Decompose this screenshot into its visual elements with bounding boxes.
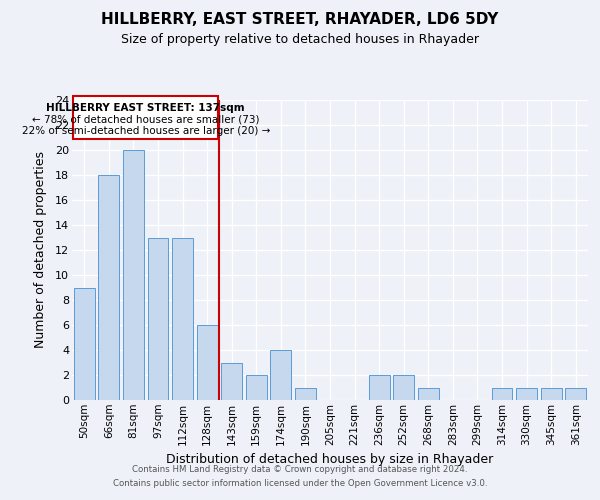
FancyBboxPatch shape — [73, 96, 218, 138]
Bar — [172, 238, 193, 400]
Bar — [123, 150, 144, 400]
Bar — [541, 388, 562, 400]
Bar — [418, 388, 439, 400]
Text: HILLBERRY, EAST STREET, RHAYADER, LD6 5DY: HILLBERRY, EAST STREET, RHAYADER, LD6 5D… — [101, 12, 499, 28]
Bar — [393, 375, 414, 400]
Text: HILLBERRY EAST STREET: 137sqm: HILLBERRY EAST STREET: 137sqm — [46, 103, 245, 113]
Bar — [516, 388, 537, 400]
Text: 22% of semi-detached houses are larger (20) →: 22% of semi-detached houses are larger (… — [22, 126, 270, 136]
Bar — [197, 325, 218, 400]
Bar — [565, 388, 586, 400]
Bar — [246, 375, 267, 400]
Bar — [271, 350, 292, 400]
Text: Contains HM Land Registry data © Crown copyright and database right 2024.
Contai: Contains HM Land Registry data © Crown c… — [113, 466, 487, 487]
X-axis label: Distribution of detached houses by size in Rhayader: Distribution of detached houses by size … — [166, 453, 494, 466]
Bar — [295, 388, 316, 400]
Bar — [74, 288, 95, 400]
Bar — [491, 388, 512, 400]
Bar — [98, 175, 119, 400]
Bar — [148, 238, 169, 400]
Y-axis label: Number of detached properties: Number of detached properties — [34, 152, 47, 348]
Text: Size of property relative to detached houses in Rhayader: Size of property relative to detached ho… — [121, 32, 479, 46]
Text: ← 78% of detached houses are smaller (73): ← 78% of detached houses are smaller (73… — [32, 114, 259, 124]
Bar — [221, 362, 242, 400]
Bar — [368, 375, 389, 400]
